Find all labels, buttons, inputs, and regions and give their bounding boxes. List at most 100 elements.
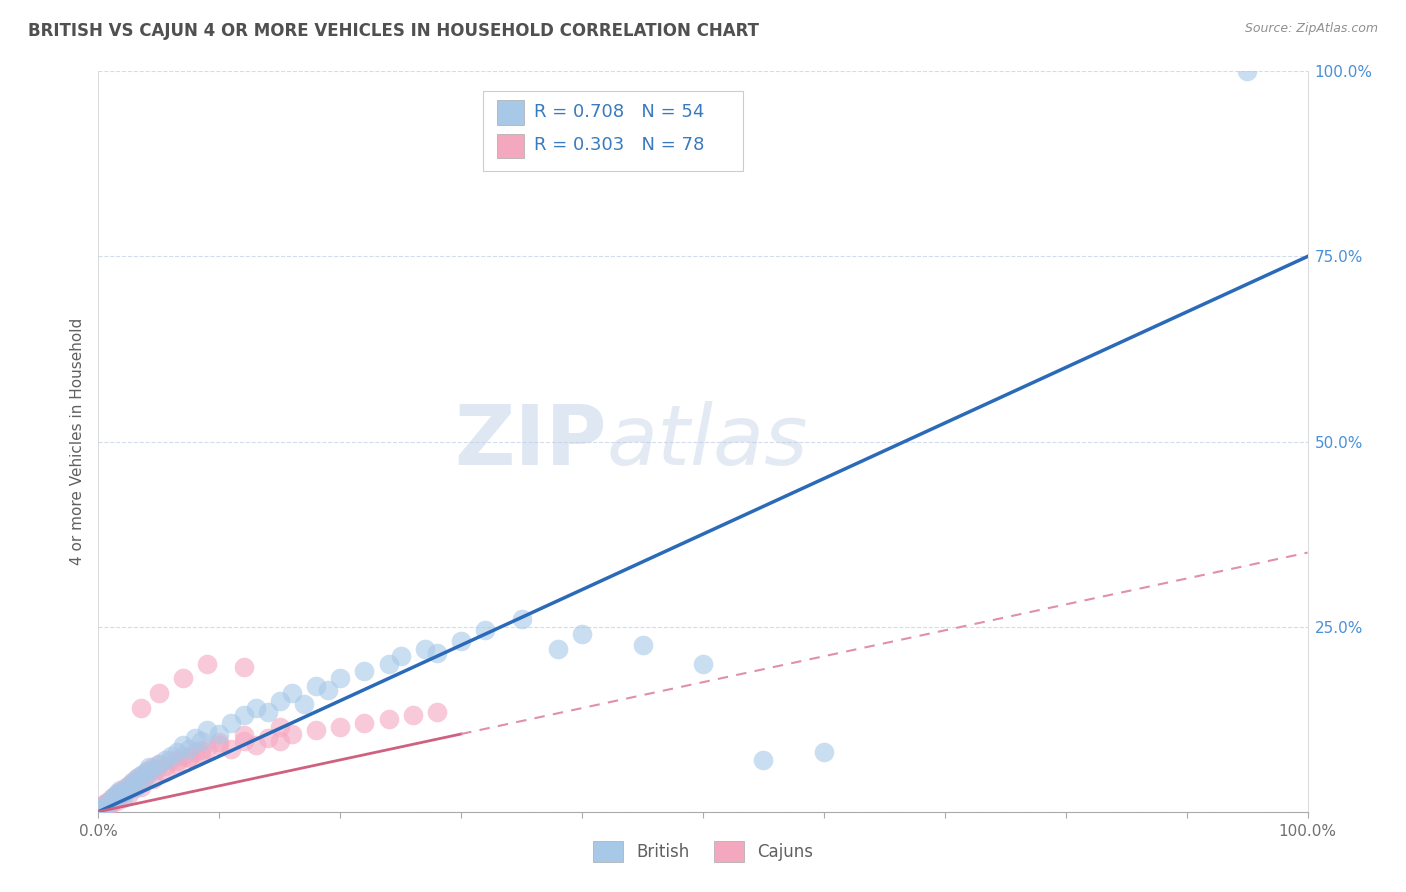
Point: [129, 701, 152, 715]
Point: [166, 755, 188, 769]
Point: [108, 782, 131, 797]
Point: [172, 749, 194, 764]
Point: [179, 741, 201, 756]
Legend: British, Cajuns: British, Cajuns: [585, 833, 821, 870]
Point: [474, 624, 496, 638]
Point: [115, 780, 138, 795]
Point: [547, 641, 569, 656]
Point: [571, 627, 593, 641]
Point: [117, 782, 139, 797]
Point: [138, 766, 160, 780]
Point: [118, 780, 141, 795]
Point: [160, 749, 183, 764]
Point: [172, 738, 194, 752]
Point: [269, 694, 291, 708]
Point: [118, 787, 141, 801]
Point: [108, 786, 131, 800]
Point: [142, 760, 165, 774]
Point: [190, 742, 212, 756]
Point: [127, 772, 149, 786]
Point: [190, 747, 212, 761]
Point: [232, 734, 254, 748]
Point: [316, 682, 339, 697]
FancyBboxPatch shape: [498, 134, 524, 158]
Point: [127, 772, 149, 786]
Point: [389, 649, 412, 664]
Point: [91, 798, 114, 813]
Point: [97, 796, 120, 810]
Point: [402, 708, 425, 723]
Point: [90, 803, 112, 817]
Point: [111, 791, 134, 805]
Point: [138, 760, 160, 774]
Point: [103, 789, 125, 804]
Point: [208, 738, 231, 752]
Point: [90, 801, 112, 815]
Point: [166, 746, 188, 760]
Point: [305, 723, 328, 738]
Point: [121, 775, 143, 789]
Point: [111, 786, 134, 800]
Point: [232, 708, 254, 723]
Point: [93, 802, 115, 816]
Point: [413, 641, 436, 656]
Point: [510, 612, 533, 626]
Point: [153, 753, 176, 767]
Point: [752, 753, 775, 767]
Point: [120, 776, 142, 790]
Point: [114, 784, 136, 798]
Point: [184, 731, 207, 745]
Point: [426, 705, 449, 719]
Point: [153, 764, 176, 779]
Point: [105, 786, 128, 800]
Point: [195, 723, 218, 738]
Point: [148, 686, 170, 700]
Point: [135, 764, 157, 778]
Point: [94, 798, 117, 813]
Point: [142, 772, 165, 786]
Point: [108, 789, 131, 803]
Point: [353, 715, 375, 730]
Point: [281, 727, 304, 741]
Point: [195, 657, 218, 671]
Point: [89, 803, 111, 817]
Point: [121, 779, 143, 793]
Point: [305, 679, 328, 693]
Point: [100, 791, 122, 805]
Point: [1236, 64, 1258, 78]
Point: [232, 660, 254, 674]
Point: [93, 798, 115, 813]
Point: [114, 785, 136, 799]
Point: [353, 664, 375, 678]
Point: [377, 712, 399, 726]
Point: [112, 782, 135, 797]
Point: [148, 756, 170, 771]
Point: [142, 762, 165, 776]
Text: R = 0.303   N = 78: R = 0.303 N = 78: [534, 136, 704, 154]
Point: [813, 746, 835, 760]
Text: ZIP: ZIP: [454, 401, 606, 482]
Point: [134, 770, 156, 784]
Point: [118, 779, 141, 793]
Point: [450, 634, 472, 648]
Point: [269, 720, 291, 734]
Point: [148, 756, 170, 771]
Point: [179, 750, 201, 764]
Point: [122, 775, 145, 789]
Point: [124, 777, 146, 791]
Point: [256, 705, 278, 719]
Point: [221, 741, 243, 756]
Point: [160, 753, 183, 767]
Point: [256, 731, 278, 745]
Point: [329, 672, 352, 686]
Point: [692, 657, 714, 671]
Y-axis label: 4 or more Vehicles in Household: 4 or more Vehicles in Household: [69, 318, 84, 566]
Point: [129, 780, 152, 794]
Point: [135, 764, 157, 778]
Point: [91, 800, 114, 814]
Point: [104, 792, 127, 806]
Point: [153, 759, 176, 773]
Point: [166, 757, 188, 772]
Point: [269, 734, 291, 748]
Point: [110, 784, 132, 798]
